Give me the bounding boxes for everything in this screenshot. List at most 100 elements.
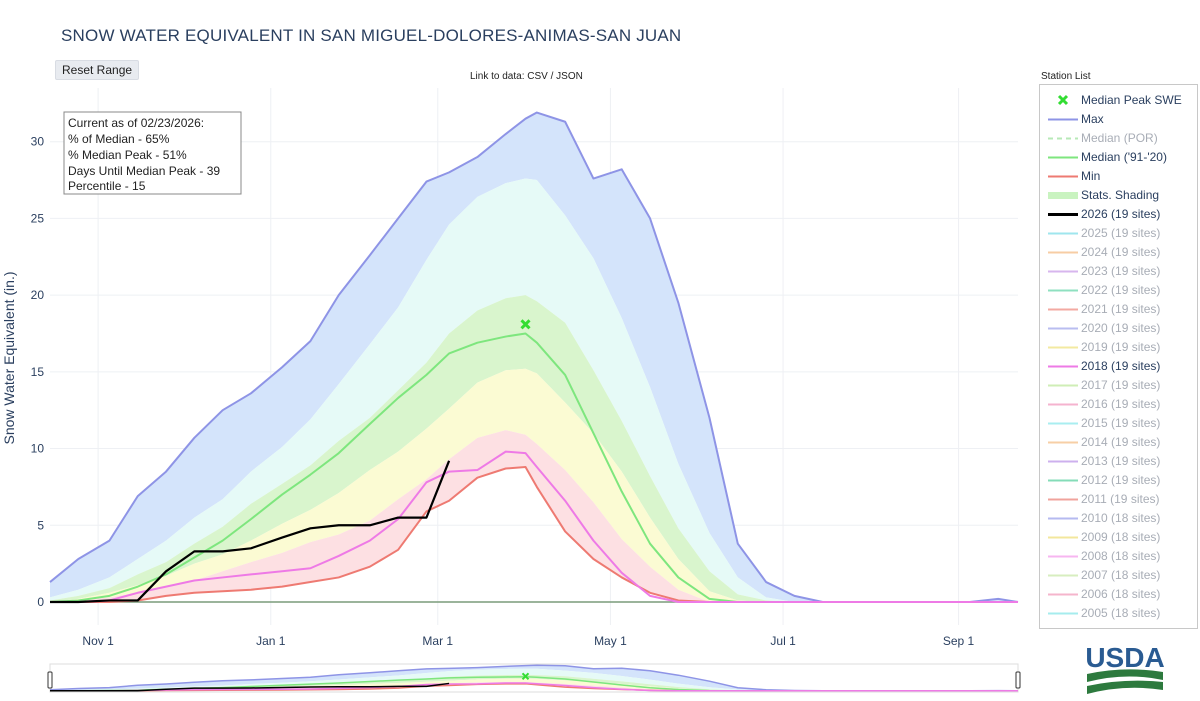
legend-item[interactable]: 2011 (19 sites) [1040,490,1197,509]
legend-swatch-icon [1048,346,1078,349]
slider-series [50,682,1018,692]
x-tick-label: Jul 1 [770,634,796,648]
legend-label: 2013 (19 sites) [1081,454,1161,468]
legend-label: Median ('91-'20) [1081,150,1167,164]
y-tick-label: 30 [31,135,45,149]
legend-item[interactable]: Stats. Shading [1040,186,1197,205]
legend-label: 2018 (19 sites) [1081,359,1161,373]
annotation-line: Percentile - 15 [68,179,146,193]
legend-item[interactable]: 2008 (18 sites) [1040,547,1197,566]
x-tick-label: Jan 1 [256,634,286,648]
legend-label: 2024 (19 sites) [1081,245,1161,259]
logo-wave [1087,669,1163,682]
legend-label: Median (POR) [1081,131,1158,145]
legend-item[interactable]: 2007 (18 sites) [1040,566,1197,585]
legend-item[interactable]: Median ('91-'20) [1040,148,1197,167]
median-peak-marker [520,319,531,330]
legend-item[interactable]: 2023 (19 sites) [1040,262,1197,281]
legend-item[interactable]: Median Peak SWE [1040,91,1197,110]
usda-logo: USDA [1085,640,1165,696]
json-link[interactable]: JSON [556,71,583,82]
legend-swatch-icon [1048,192,1078,199]
markers [520,319,531,330]
stats-shading [50,112,1018,602]
legend-label: 2014 (19 sites) [1081,435,1161,449]
legend-swatch-icon [1048,308,1078,311]
y-tick-label: 5 [37,518,44,532]
legend-label: 2011 (19 sites) [1081,492,1160,506]
series-2026-19-sites [50,460,451,604]
x-marker-icon [1057,94,1069,106]
legend-item[interactable]: 2016 (19 sites) [1040,395,1197,414]
legend-item[interactable]: 2018 (19 sites) [1040,357,1197,376]
y-axis-label: Snow Water Equivalent (in.) [1,272,17,445]
range-slider-handle-right[interactable] [1015,671,1021,689]
legend-label: 2009 (18 sites) [1081,530,1161,544]
band-70-50 [50,295,1018,602]
legend-label: 2017 (19 sites) [1081,378,1161,392]
legend-label: 2008 (18 sites) [1081,549,1161,563]
legend-label: 2021 (19 sites) [1081,302,1161,316]
legend-swatch-icon [1048,213,1078,216]
link-separator: / [550,71,554,82]
legend-swatch-icon [1048,479,1078,482]
legend-swatch-icon [1048,403,1078,406]
legend-item[interactable]: Median (POR) [1040,129,1197,148]
legend-item[interactable]: 2012 (19 sites) [1040,471,1197,490]
legend-swatch-icon [1048,517,1078,520]
reset-range-button[interactable]: Reset Range [55,60,140,80]
band-30-min [50,430,1018,602]
data-link-label: Link to data: [470,71,525,82]
legend-item[interactable]: 2005 (18 sites) [1040,604,1197,623]
legend-label: 2022 (19 sites) [1081,283,1161,297]
annotation-line: % of Median - 65% [68,132,170,146]
legend-item[interactable]: Max [1040,110,1197,129]
legend-item[interactable]: 2009 (18 sites) [1040,528,1197,547]
series-lines [49,111,1019,604]
legend-label: 2007 (18 sites) [1081,568,1161,582]
legend-label: Median Peak SWE [1081,93,1182,107]
legend-item[interactable]: 2013 (19 sites) [1040,452,1197,471]
legend-item[interactable]: 2017 (19 sites) [1040,376,1197,395]
legend-swatch-icon [1048,612,1078,615]
legend-item[interactable]: 2019 (19 sites) [1040,338,1197,357]
legend-swatch-icon [1048,270,1078,273]
legend-swatch-icon [1048,384,1078,387]
legend-item[interactable]: Min [1040,167,1197,186]
x-tick-label: May 1 [594,634,627,648]
snow-chart[interactable]: 0 5 10 15 20 25 30 Nov 1 Jan 1 Mar 1 May 1 Jul 1 Sep… [0,0,1030,700]
legend-label: 2005 (18 sites) [1081,606,1161,620]
data-link-bar: Link to data: CSV / JSON [470,71,583,82]
station-list-link[interactable]: Station List [1041,71,1091,82]
annotation-line: Days Until Median Peak - 39 [68,164,220,178]
chart-title: SNOW WATER EQUIVALENT IN SAN MIGUEL-DOLO… [61,26,682,45]
range-slider[interactable] [47,663,1021,693]
legend-swatch-icon [1048,232,1078,235]
legend-item[interactable]: 2014 (19 sites) [1040,433,1197,452]
legend-item[interactable]: 2026 (19 sites) [1040,205,1197,224]
csv-link[interactable]: CSV [527,71,548,82]
legend-swatch-icon [1048,289,1078,292]
legend-item[interactable]: 2010 (18 sites) [1040,509,1197,528]
legend-item[interactable]: 2022 (19 sites) [1040,281,1197,300]
y-tick-label: 20 [31,288,45,302]
legend-swatch-icon [1048,422,1078,425]
legend-label: 2010 (18 sites) [1081,511,1161,525]
annotation-line: Current as of 02/23/2026: [68,116,204,130]
logo-wave [1087,680,1163,694]
axes: 0 5 10 15 20 25 30 Nov 1 Jan 1 Mar 1 May 1 Jul 1 Sep… [31,135,975,648]
legend-item[interactable]: 2006 (18 sites) [1040,585,1197,604]
legend-label: 2019 (19 sites) [1081,340,1161,354]
legend-label: Max [1081,112,1104,126]
legend-item[interactable]: 2020 (19 sites) [1040,319,1197,338]
legend-swatch-icon [1048,574,1078,577]
legend-item[interactable]: 2015 (19 sites) [1040,414,1197,433]
legend-item[interactable]: 2025 (19 sites) [1040,224,1197,243]
legend-item[interactable]: 2021 (19 sites) [1040,300,1197,319]
legend-label: 2020 (19 sites) [1081,321,1161,335]
band-90-70 [50,178,1018,602]
legend-swatch-icon [1048,251,1078,254]
x-tick-label: Mar 1 [422,634,453,648]
range-slider-handle-left[interactable] [47,671,53,689]
legend-item[interactable]: 2024 (19 sites) [1040,243,1197,262]
